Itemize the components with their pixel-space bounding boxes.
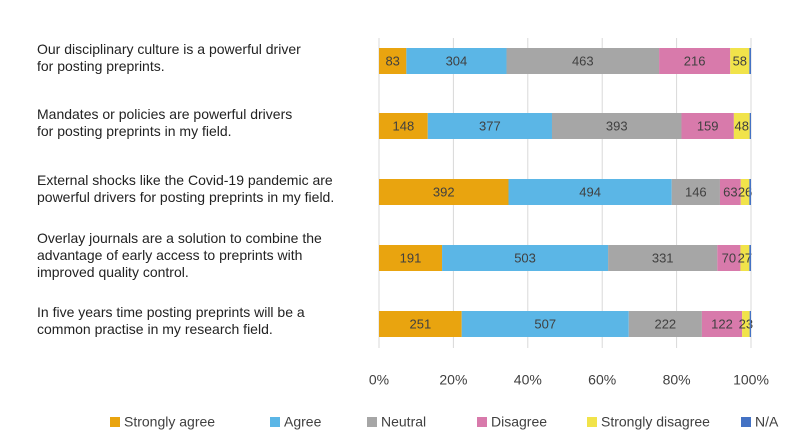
data-label: 58 [733,53,747,68]
bar-segment [608,245,718,271]
data-label: 463 [572,53,594,68]
x-tick-label: 60% [588,372,616,388]
bar-segment [406,48,507,74]
bar-segment [379,245,443,271]
bar-segment [749,48,751,74]
data-label: 70 [722,250,736,265]
data-label: 146 [685,184,707,199]
data-label: 63 [723,184,737,199]
bar-segment [461,311,629,337]
legend-label: Agree [284,414,322,430]
bar-segment [508,179,672,205]
bar-segment [740,179,750,205]
bar-segment [442,245,609,271]
x-tick-label: 40% [514,372,542,388]
data-label: 222 [654,316,676,331]
data-label: 377 [479,118,501,133]
data-label: 26 [738,184,752,199]
data-label: 159 [697,118,719,133]
category-label: Overlay journals are a solution to combi… [37,229,322,280]
data-label: 251 [410,316,432,331]
bar-segment [717,245,741,271]
legend-label: N/A [755,414,779,430]
data-label: 83 [385,53,399,68]
data-label: 191 [400,250,422,265]
bar-segment [681,113,734,139]
category-label: In five years time posting preprints wil… [37,304,305,337]
bar-segment [551,113,682,139]
bar-segment [379,179,509,205]
bar-segment [379,113,428,139]
data-label: 494 [579,184,601,199]
bar-segment [749,245,751,271]
legend-swatch [367,417,377,427]
legend-swatch [477,417,487,427]
bar-segment [671,179,720,205]
data-label: 331 [652,250,674,265]
bar-segment [701,311,743,337]
bar-segment [379,311,462,337]
legend-swatch [587,417,597,427]
legend-swatch [110,417,120,427]
legend-swatch [270,417,280,427]
data-label: 27 [738,250,752,265]
data-label: 23 [739,316,753,331]
x-tick-label: 0% [369,372,389,388]
data-label: 507 [534,316,556,331]
category-label: Our disciplinary culture is a powerful d… [37,41,301,74]
data-label: 392 [433,184,455,199]
bar-segment [749,113,751,139]
bar-segment [733,113,750,139]
bar-segment [719,179,741,205]
bar-segment [742,311,750,337]
legend-label: Disagree [491,414,547,430]
bar-segment [749,179,751,205]
bar-segment [730,48,750,74]
data-label: 48 [735,118,749,133]
bar-segment [740,245,750,271]
bar-segment [379,48,407,74]
bar-segment [749,311,751,337]
bar-segment [506,48,660,74]
bar-segment [659,48,731,74]
data-label: 216 [684,53,706,68]
category-label: External shocks like the Covid-19 pandem… [37,172,335,205]
data-label: 393 [606,118,628,133]
data-label: 148 [393,118,415,133]
legend-label: Strongly disagree [601,414,710,430]
data-label: 304 [446,53,468,68]
data-label: 122 [711,316,733,331]
legend-label: Neutral [381,414,426,430]
bar-segment [427,113,552,139]
bar-segment [628,311,702,337]
legend-swatch [741,417,751,427]
legend-label: Strongly agree [124,414,215,430]
x-tick-label: 100% [733,372,769,388]
x-tick-label: 80% [663,372,691,388]
category-label: Mandates or policies are powerful driver… [37,106,293,139]
x-tick-label: 20% [439,372,467,388]
data-label: 503 [514,250,536,265]
